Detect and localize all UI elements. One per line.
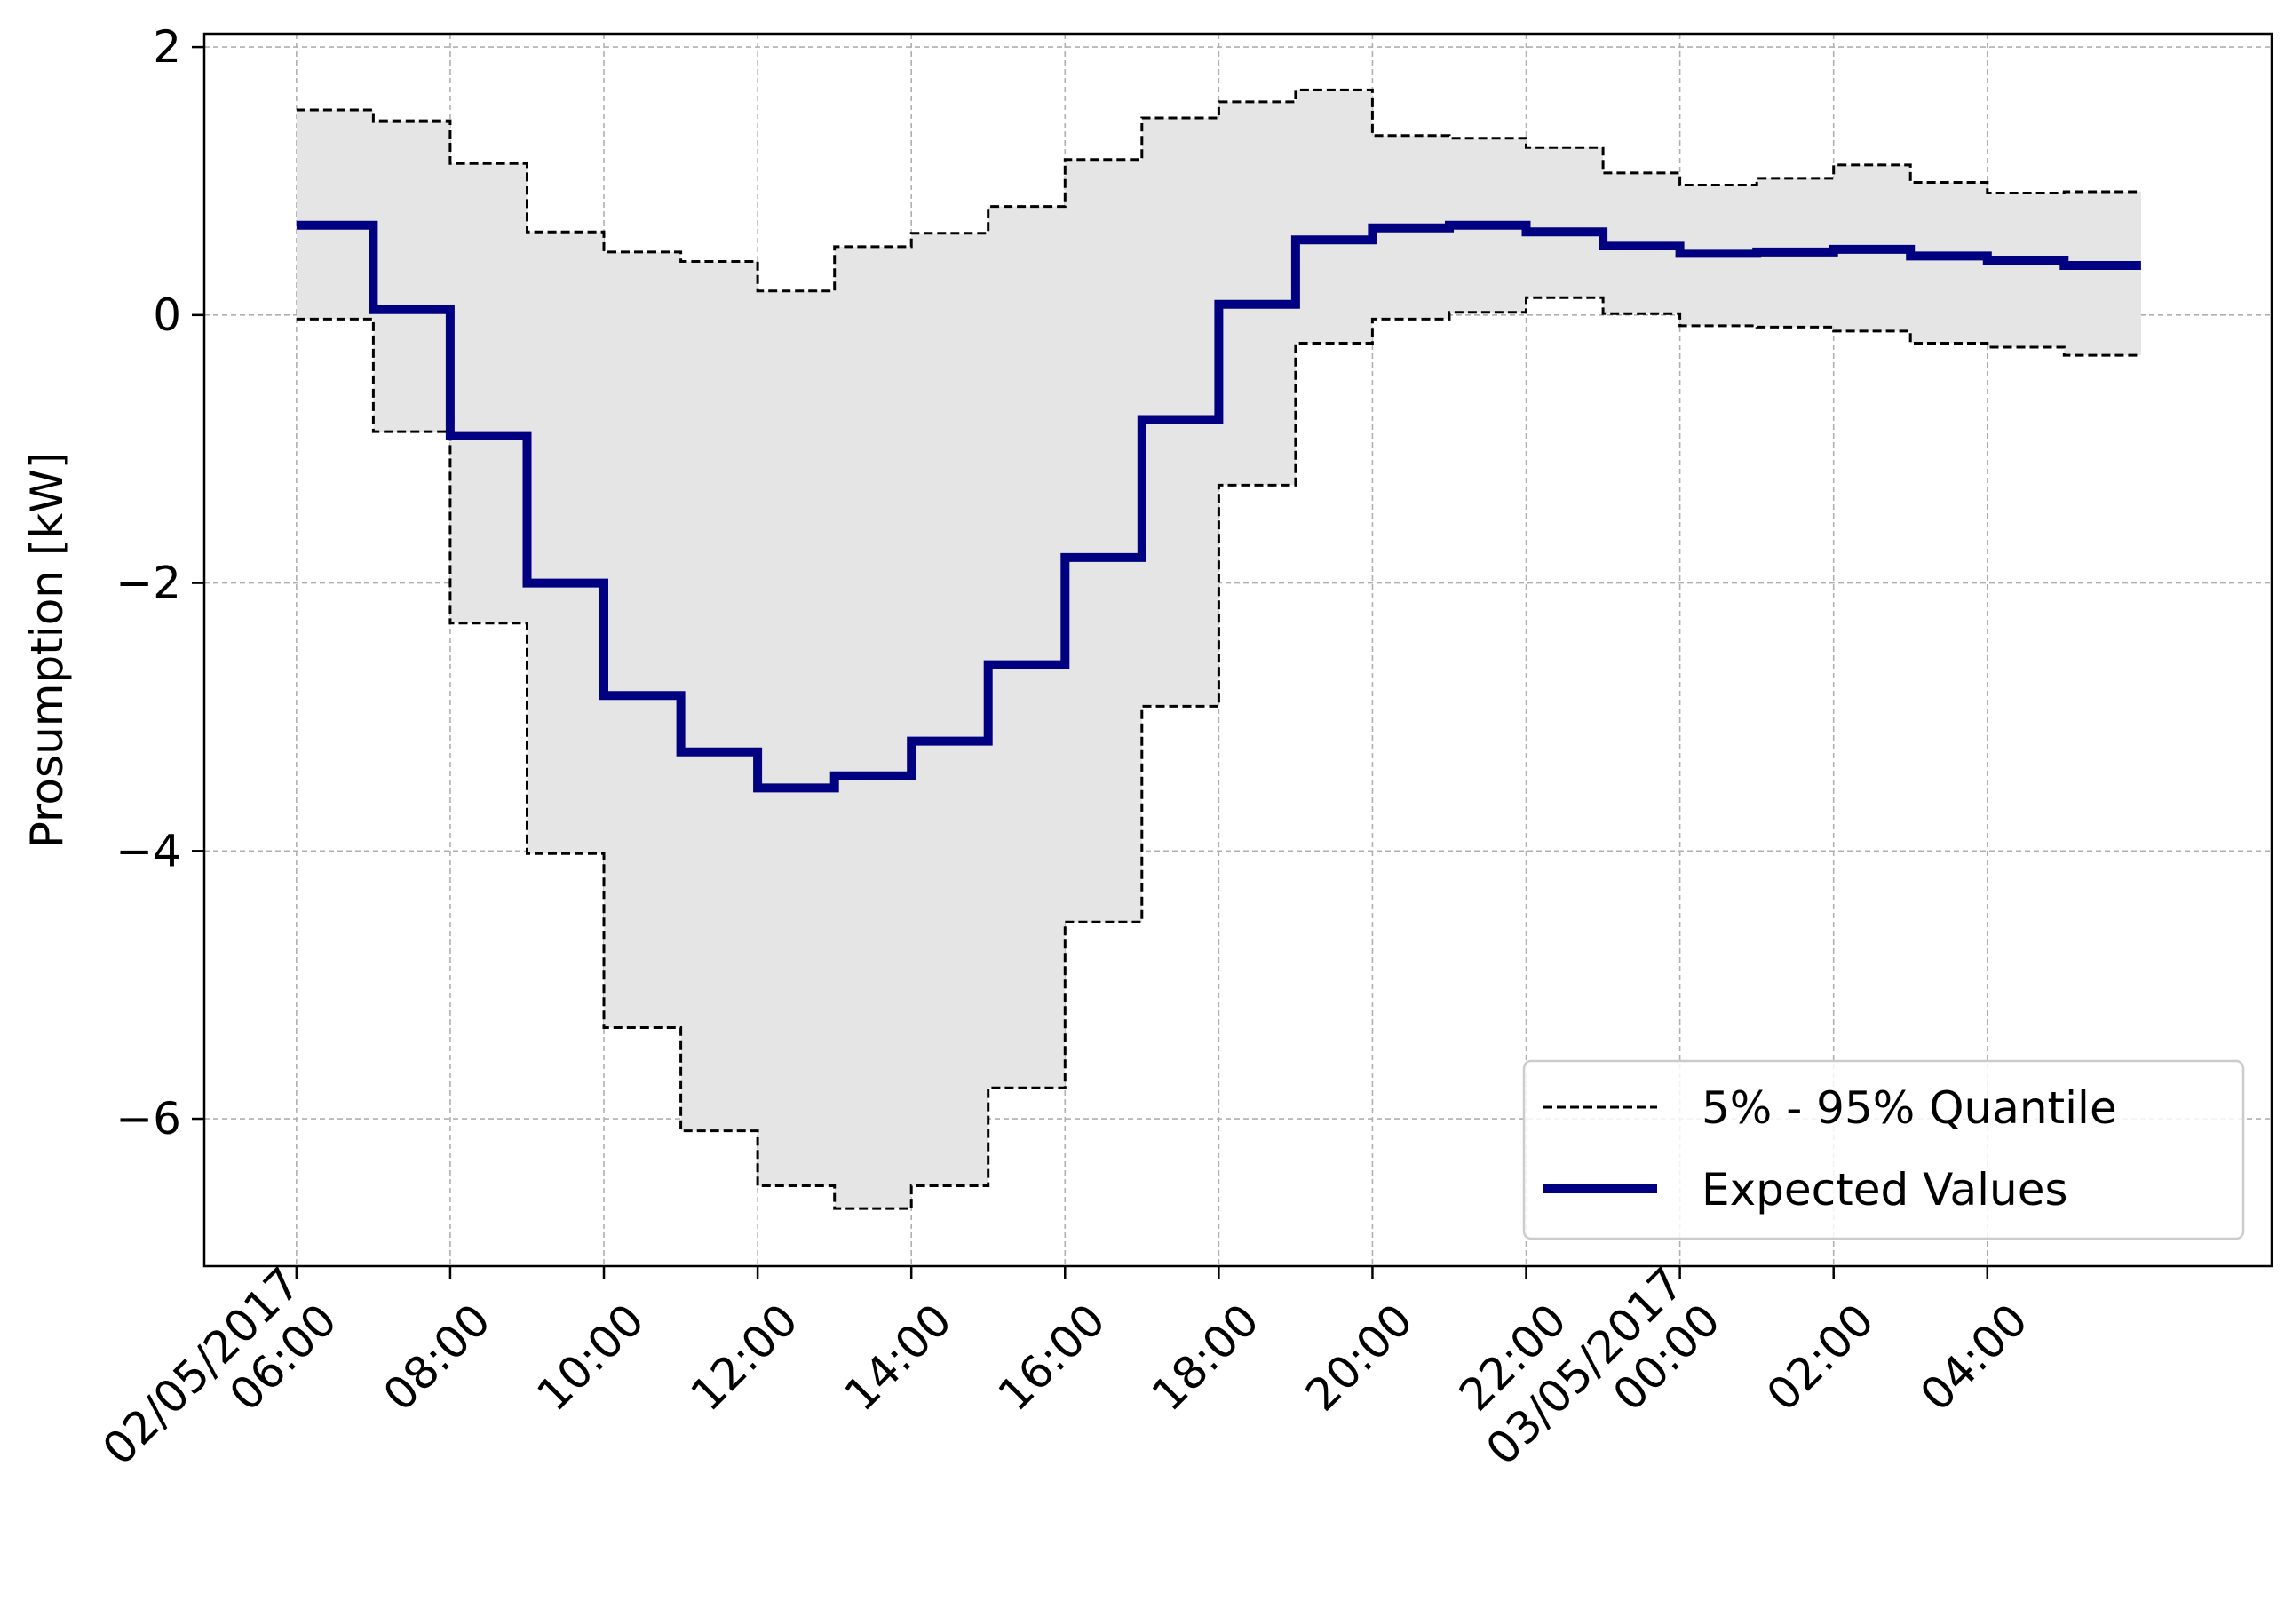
y-axis-label: Prosumption [kW] <box>21 452 73 849</box>
quantile-lower-line <box>296 296 2141 1210</box>
expected-values-line <box>296 220 2141 793</box>
y-tick-label: −6 <box>115 1093 181 1145</box>
y-tick-label: 0 <box>153 289 181 341</box>
series-group <box>296 88 2141 1210</box>
y-axis: 2 0 −2 −4 −6 <box>115 21 204 1145</box>
y-tick-label: −4 <box>115 825 181 876</box>
legend: 5% - 95% Quantile Expected Values <box>1522 1059 2245 1240</box>
legend-quantile-label: 5% - 95% Quantile <box>1702 1082 2117 1134</box>
legend-box <box>1522 1059 2245 1240</box>
quantile-upper-line <box>296 88 2141 293</box>
legend-expected-label: Expected Values <box>1702 1164 2068 1216</box>
plot-frame <box>202 32 2273 1268</box>
y-tick-label: −2 <box>115 558 181 609</box>
y-tick-label: 2 <box>153 21 181 73</box>
